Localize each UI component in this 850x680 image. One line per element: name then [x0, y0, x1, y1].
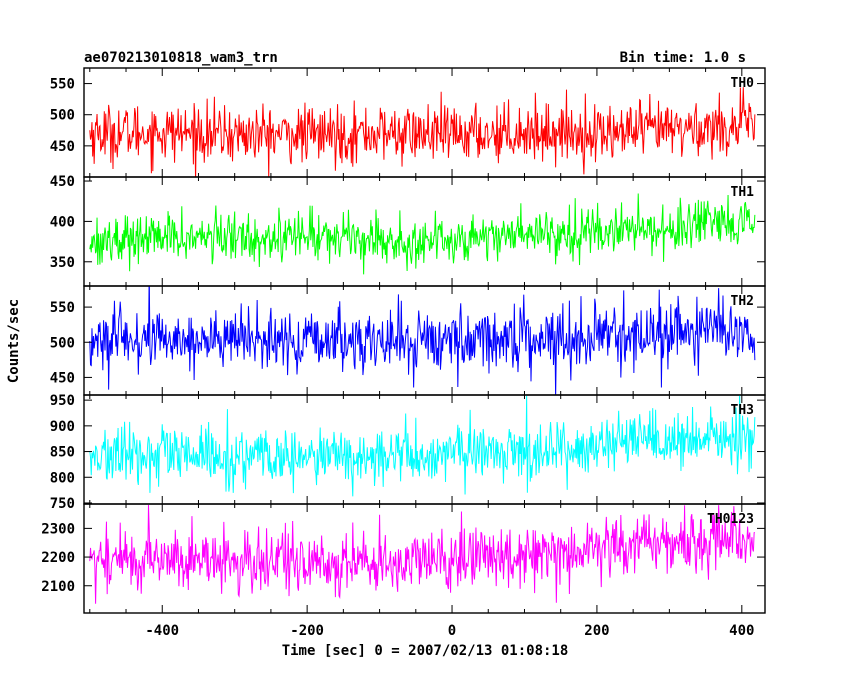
panel-th1: 350 400 450 TH1 [50, 174, 766, 287]
panel-label: TH3 [731, 403, 754, 418]
y-tick-label: 2100 [41, 579, 75, 595]
series-line-th0123 [89, 504, 756, 604]
y-tick-label: 2200 [41, 550, 75, 566]
panel-label: TH2 [731, 294, 754, 309]
series-line-th2 [89, 286, 756, 395]
panel-label: TH1 [731, 185, 755, 200]
panel-label: TH0 [731, 76, 755, 91]
x-tick-label: 400 [729, 623, 754, 639]
panel-th0123: 2100 2200 2300 TH0123 [41, 503, 766, 614]
y-tick-label: 900 [50, 419, 75, 435]
x-tick-label: 0 [448, 623, 456, 639]
panel-th3: 750 800 850 900 950 TH3 [50, 393, 766, 512]
x-tick-label: -200 [290, 623, 324, 639]
y-axis-label: Counts/sec [6, 299, 22, 383]
x-axis-label: Time [sec] 0 = 2007/02/13 01:08:18 [282, 643, 569, 659]
x-tick-label: 200 [584, 623, 609, 639]
panel-th2: 450 500 550 TH2 [50, 285, 766, 396]
bin-time-label: Bin time: 1.0 s [620, 50, 746, 66]
y-tick-label: 450 [50, 139, 75, 155]
y-tick-label: 550 [50, 300, 75, 316]
y-tick-label: 750 [50, 496, 75, 512]
panels-group: 450 500 550 TH0 350 400 450 TH1 450 500 550 TH2 750 8… [41, 67, 766, 639]
chart-title: ae070213010818_wam3_trn [84, 50, 278, 66]
panel-th0: 450 500 550 TH0 [50, 67, 766, 178]
series-line-th1 [89, 193, 756, 275]
panel-label: TH0123 [707, 512, 754, 527]
y-tick-label: 450 [50, 370, 75, 386]
y-tick-label: 950 [50, 393, 75, 409]
y-tick-label: 850 [50, 445, 75, 461]
x-tick-label: -400 [145, 623, 179, 639]
panel-frame [83, 503, 766, 614]
series-line-th3 [89, 395, 756, 497]
y-tick-label: 500 [50, 335, 75, 351]
y-tick-label: 550 [50, 77, 75, 93]
y-tick-label: 800 [50, 470, 75, 486]
y-tick-label: 350 [50, 255, 75, 271]
y-tick-label: 2300 [41, 521, 75, 537]
series-line-th0 [89, 87, 756, 177]
y-tick-label: 500 [50, 108, 75, 124]
y-tick-label: 450 [50, 174, 75, 190]
y-tick-label: 400 [50, 214, 75, 230]
